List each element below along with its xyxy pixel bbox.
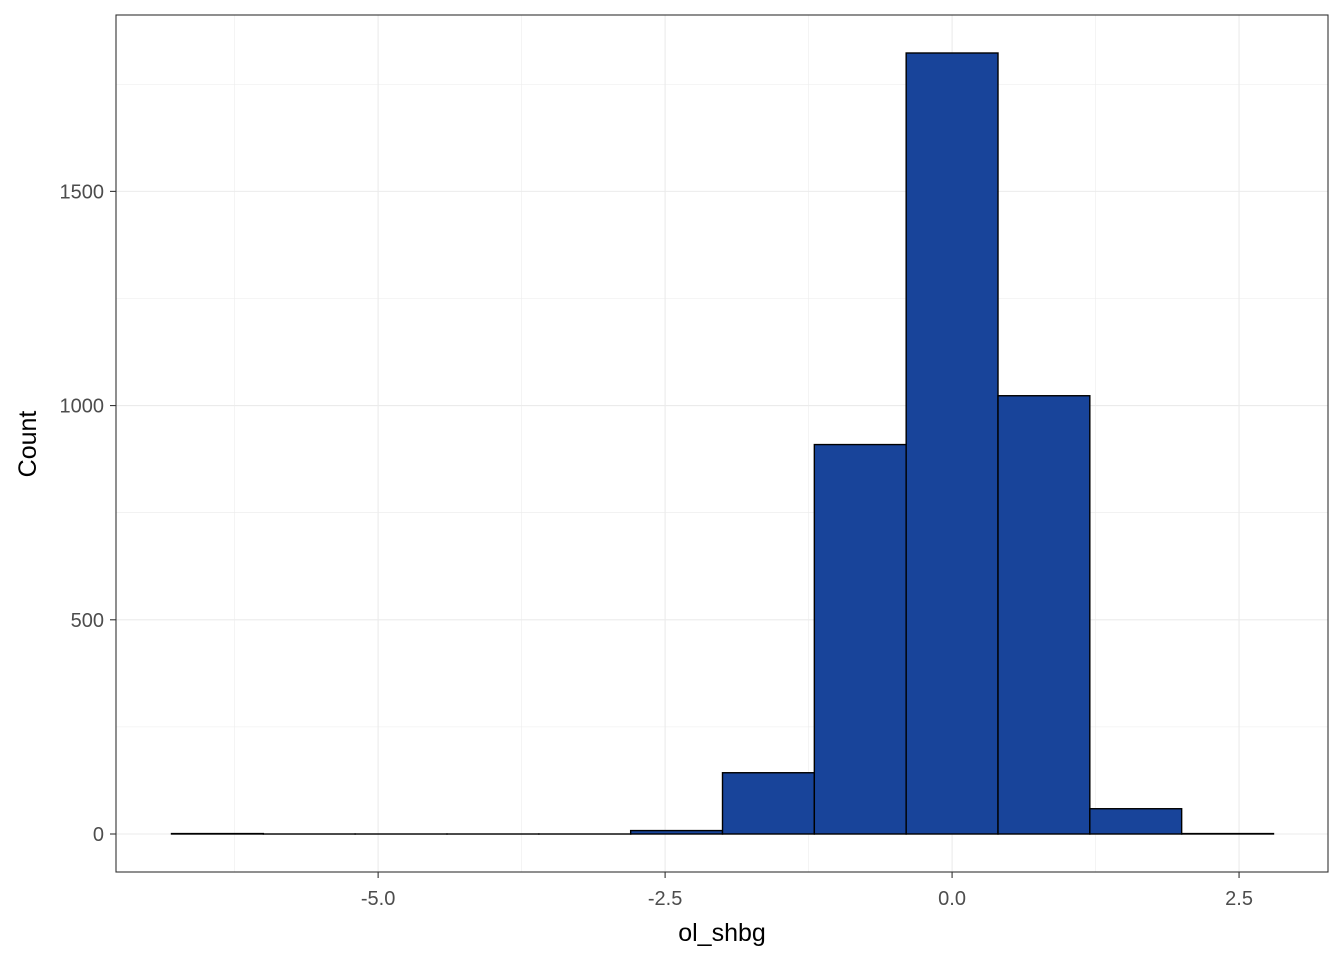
- histogram-bar: [813, 443, 907, 835]
- x-tick-label: 0.0: [938, 888, 966, 910]
- x-axis: -5.0 -2.5 0.0 2.5: [361, 872, 1253, 910]
- histogram-bar: [721, 772, 816, 835]
- y-tick-label: 0: [93, 824, 104, 846]
- x-tick-label: -2.5: [648, 888, 682, 910]
- histogram-bar: [997, 395, 1091, 835]
- y-tick-label: 500: [71, 610, 104, 632]
- y-axis-title: Count: [14, 411, 42, 478]
- histogram-bar: [1089, 808, 1183, 835]
- x-axis-title: ol_shbg: [678, 919, 766, 947]
- x-tick-label: 2.5: [1225, 888, 1253, 910]
- panel-border: [115, 14, 1329, 873]
- y-tick-label: 1000: [60, 396, 105, 418]
- minor-gridlines: [116, 15, 1328, 872]
- y-tick-label: 1500: [60, 181, 105, 203]
- histogram-bar: [905, 52, 999, 835]
- histogram-bars: [170, 52, 1275, 835]
- y-axis: 0 500 1000 1500: [60, 181, 116, 846]
- x-tick-label: -5.0: [361, 888, 395, 910]
- histogram-bar: [629, 829, 724, 835]
